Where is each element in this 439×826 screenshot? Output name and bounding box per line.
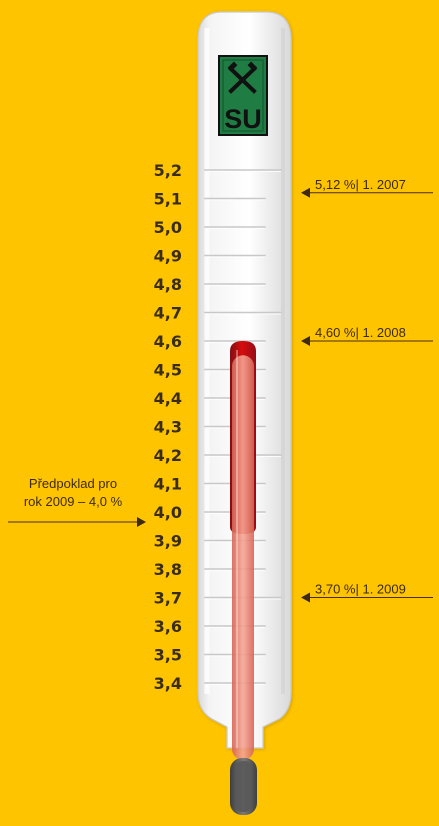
annotation-label-3: 3,70 %| 1. 2009 — [315, 582, 406, 597]
reading-bar-2009 — [232, 355, 254, 760]
logo-text: SU — [224, 104, 262, 134]
scale-label: 3,6 — [154, 617, 182, 636]
scale-label: 4,2 — [154, 446, 182, 465]
forecast-label-line-2: rok 2009 – 4,0 % — [24, 494, 123, 509]
scale-label: 4,5 — [154, 361, 182, 380]
logo-box: SU — [219, 56, 267, 135]
series-layer — [230, 341, 257, 815]
scale-label: 3,7 — [154, 589, 182, 608]
scale-label: 4,1 — [154, 475, 182, 494]
scale-label: 3,8 — [154, 560, 182, 579]
scale-label: 4,0 — [154, 503, 182, 522]
scale-label: 5,1 — [154, 190, 182, 209]
scale-label: 5,2 — [154, 161, 182, 180]
scale-label: 4,7 — [154, 304, 182, 323]
scale-label: 3,5 — [154, 646, 182, 665]
scale-label: 4,9 — [154, 247, 182, 266]
scale-label: 3,9 — [154, 532, 182, 551]
scale-label: 4,3 — [154, 418, 182, 437]
annotation-label-1: 5,12 %| 1. 2007 — [315, 177, 406, 192]
scale-label: 3,4 — [154, 674, 182, 693]
annotation-arrow-3 — [301, 593, 310, 603]
dark-bulb-core — [235, 761, 252, 812]
scale-label: 5,0 — [154, 218, 182, 237]
forecast-label-line-1: Předpoklad pro — [29, 476, 117, 491]
scale-label: 4,4 — [154, 389, 182, 408]
scale-label: 4,6 — [154, 332, 182, 351]
scale-label-layer: 5,2 5,1 5,0 4,9 4,8 4,7 4,6 4,5 4,4 4,3 4,2 4,1 4,0 3… — [154, 161, 182, 693]
annotation-arrow-2 — [301, 336, 310, 346]
annotation-arrow-1 — [301, 188, 310, 198]
scale-label: 4,8 — [154, 275, 182, 294]
annotation-label-2: 4,60 %| 1. 2008 — [315, 325, 406, 340]
forecast-arrow — [137, 517, 146, 527]
